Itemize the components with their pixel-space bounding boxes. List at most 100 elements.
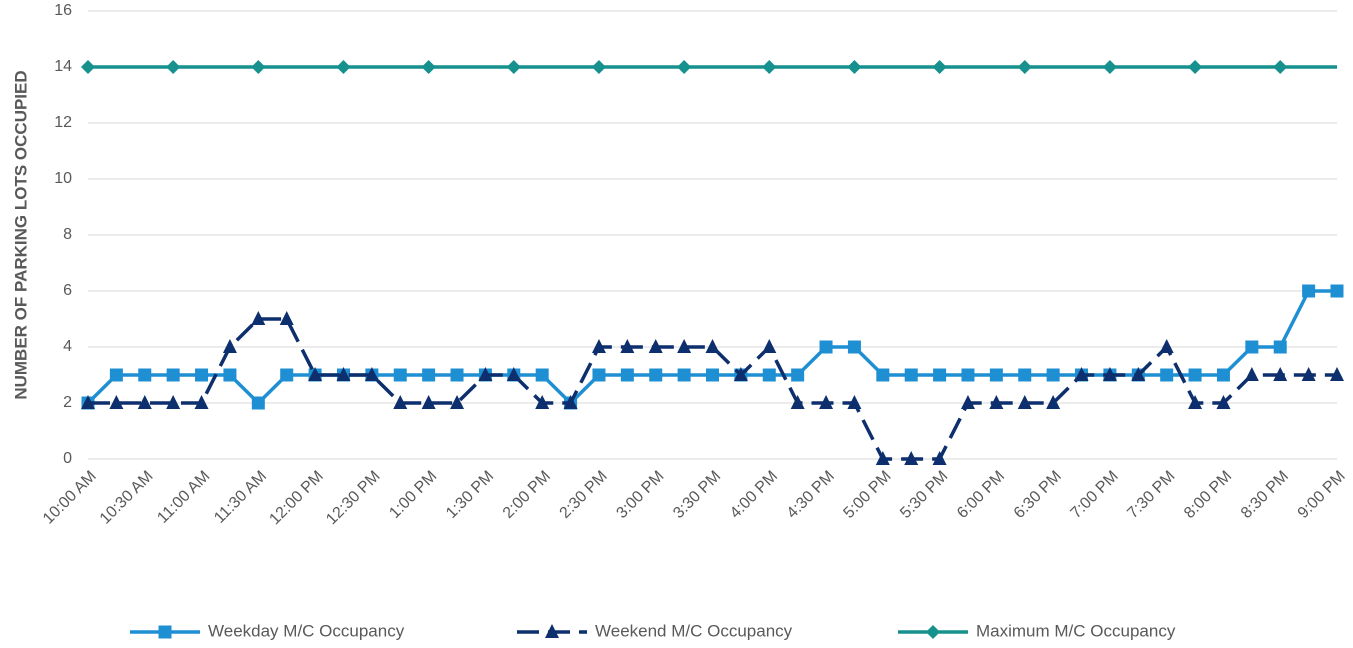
data-point <box>1188 395 1203 409</box>
data-point <box>592 368 606 382</box>
x-tick-label: 8:30 PM <box>1238 468 1292 522</box>
data-point <box>1046 395 1061 409</box>
data-point <box>251 60 266 74</box>
x-tick-label: 11:30 AM <box>211 468 270 527</box>
x-tick-label: 12:00 PM <box>266 468 326 528</box>
data-point <box>960 395 975 409</box>
data-point <box>762 368 776 382</box>
data-point <box>677 339 692 353</box>
data-point <box>222 339 237 353</box>
data-point <box>478 367 493 381</box>
y-axis-label: NUMBER OF PARKING LOTS OCCUPIED <box>11 70 30 399</box>
data-point <box>308 367 323 381</box>
data-point <box>1018 368 1032 382</box>
data-point <box>563 395 578 409</box>
data-point <box>1244 367 1259 381</box>
data-point <box>620 339 635 353</box>
data-point <box>138 368 152 382</box>
data-point <box>1245 340 1259 354</box>
data-point <box>109 368 123 382</box>
data-point <box>1216 395 1231 409</box>
data-point <box>677 60 692 74</box>
data-point <box>819 395 834 409</box>
data-point <box>933 368 947 382</box>
data-point <box>137 395 152 409</box>
data-point <box>421 395 436 409</box>
data-point <box>1102 60 1117 74</box>
data-point <box>875 451 890 465</box>
x-tick-label: 3:30 PM <box>670 468 724 522</box>
data-point <box>280 368 294 382</box>
y-tick-label: 2 <box>63 394 72 411</box>
data-point <box>790 395 805 409</box>
x-tick-label: 8:00 PM <box>1181 468 1235 522</box>
y-tick-label: 10 <box>54 170 72 187</box>
data-point <box>166 60 181 74</box>
data-point <box>649 368 663 382</box>
data-point <box>1017 395 1032 409</box>
data-point <box>961 368 975 382</box>
data-point <box>932 60 947 74</box>
data-point <box>762 60 777 74</box>
x-tick-label: 4:30 PM <box>784 468 838 522</box>
data-point <box>195 368 209 382</box>
data-point <box>733 367 748 381</box>
data-point <box>1074 367 1089 381</box>
data-point <box>904 451 919 465</box>
data-point <box>166 368 180 382</box>
data-point <box>1046 368 1060 382</box>
x-tick-label: 7:00 PM <box>1068 468 1122 522</box>
x-tick-label: 1:30 PM <box>443 468 497 522</box>
data-point <box>904 368 918 382</box>
data-point <box>393 368 407 382</box>
data-point <box>251 396 265 410</box>
data-point <box>109 395 124 409</box>
data-point <box>1302 284 1316 298</box>
data-point <box>1017 60 1032 74</box>
data-point <box>1273 340 1287 354</box>
data-point <box>393 395 408 409</box>
x-tick-label: 2:30 PM <box>557 468 611 522</box>
data-point <box>1216 368 1230 382</box>
x-tick-label: 9:00 PM <box>1295 468 1349 522</box>
data-point <box>336 60 351 74</box>
data-point <box>705 339 720 353</box>
data-point <box>1160 368 1174 382</box>
x-tick-label: 1:00 PM <box>386 468 440 522</box>
data-point <box>251 311 266 325</box>
legend-label: Weekend M/C Occupancy <box>595 621 793 640</box>
data-point <box>847 60 862 74</box>
data-point <box>450 395 465 409</box>
data-point <box>535 395 550 409</box>
data-point <box>506 367 521 381</box>
y-tick-label: 14 <box>54 58 72 75</box>
y-tick-label: 4 <box>63 338 72 355</box>
x-tick-label: 2:00 PM <box>500 468 554 522</box>
data-point <box>1159 339 1174 353</box>
legend-marker <box>926 625 940 639</box>
data-point <box>762 339 777 353</box>
data-point <box>506 60 521 74</box>
data-point <box>81 395 95 409</box>
data-point <box>1188 368 1202 382</box>
x-tick-label: 6:00 PM <box>954 468 1008 522</box>
x-tick-label: 10:00 AM <box>40 468 100 528</box>
data-point <box>81 60 95 74</box>
data-point <box>1330 367 1344 381</box>
data-point <box>1273 60 1288 74</box>
x-tick-label: 11:00 AM <box>154 468 213 527</box>
data-point <box>421 60 436 74</box>
data-point <box>932 451 947 465</box>
data-point <box>677 368 691 382</box>
series-line <box>88 317 1337 461</box>
data-point <box>194 395 209 409</box>
data-point <box>706 368 719 382</box>
data-point <box>591 60 606 74</box>
data-point <box>422 368 436 382</box>
data-point <box>989 395 1004 409</box>
y-tick-label: 0 <box>63 450 72 467</box>
data-point <box>989 368 1003 382</box>
data-point <box>591 339 606 353</box>
x-tick-label: 10:30 AM <box>97 468 157 528</box>
